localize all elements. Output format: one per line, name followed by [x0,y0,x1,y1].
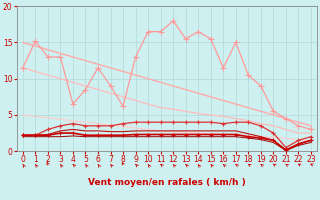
X-axis label: Vent moyen/en rafales ( km/h ): Vent moyen/en rafales ( km/h ) [88,178,246,187]
